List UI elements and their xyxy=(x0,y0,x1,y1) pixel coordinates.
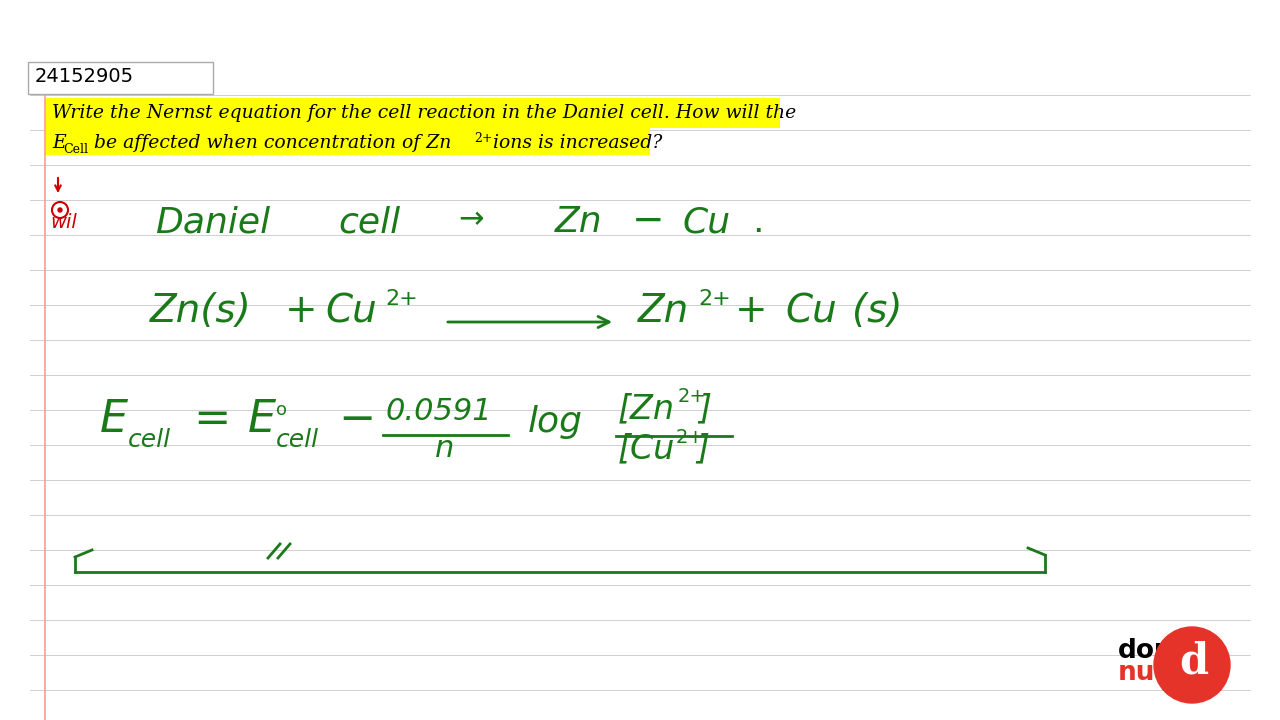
Text: cell: cell xyxy=(276,428,319,452)
Text: E: E xyxy=(248,398,276,441)
Text: be affected when concentration of Zn: be affected when concentration of Zn xyxy=(88,134,452,152)
FancyBboxPatch shape xyxy=(46,98,780,128)
Text: 0.0591: 0.0591 xyxy=(385,397,492,426)
Text: E: E xyxy=(100,398,128,441)
Text: →: → xyxy=(458,205,484,234)
Text: +: + xyxy=(735,292,768,330)
Circle shape xyxy=(1155,627,1230,703)
Text: Zn(s): Zn(s) xyxy=(150,292,252,330)
Text: E: E xyxy=(52,134,65,152)
FancyBboxPatch shape xyxy=(46,125,650,155)
Text: o: o xyxy=(276,401,287,419)
Text: [Cu: [Cu xyxy=(618,432,676,465)
Circle shape xyxy=(58,208,61,212)
Text: ions is increased?: ions is increased? xyxy=(486,134,662,152)
FancyBboxPatch shape xyxy=(28,62,212,94)
Text: (s): (s) xyxy=(852,292,902,330)
Text: 2+: 2+ xyxy=(698,289,731,309)
Text: Cu: Cu xyxy=(325,292,376,330)
Text: Cell: Cell xyxy=(63,143,88,156)
Text: 2+: 2+ xyxy=(474,132,493,145)
Text: 24152905: 24152905 xyxy=(35,67,134,86)
Text: d: d xyxy=(1179,640,1208,682)
Text: Write the Nernst equation for the cell reaction in the Daniel cell. How will the: Write the Nernst equation for the cell r… xyxy=(52,104,796,122)
Text: Zn: Zn xyxy=(556,205,603,239)
Text: .: . xyxy=(753,205,763,239)
Text: −: − xyxy=(338,398,375,441)
Text: [Zn: [Zn xyxy=(618,392,675,425)
Text: wil: wil xyxy=(50,213,77,232)
Text: Cu: Cu xyxy=(682,205,730,239)
Text: 2+: 2+ xyxy=(676,428,705,447)
Text: =: = xyxy=(193,398,230,441)
Text: Zn: Zn xyxy=(637,292,689,330)
Text: nut: nut xyxy=(1117,660,1169,686)
Text: cell: cell xyxy=(128,428,172,452)
Text: cell: cell xyxy=(338,205,401,239)
Text: log: log xyxy=(529,405,582,439)
Text: ]: ] xyxy=(698,392,710,425)
Text: ]: ] xyxy=(696,432,709,465)
Text: n: n xyxy=(435,434,454,463)
Text: doubt: doubt xyxy=(1117,638,1206,664)
Text: +: + xyxy=(285,292,317,330)
Text: 2+: 2+ xyxy=(678,387,707,406)
Text: Daniel: Daniel xyxy=(155,205,270,239)
Text: Cu: Cu xyxy=(785,292,837,330)
Text: −: − xyxy=(632,202,664,240)
Text: 2+: 2+ xyxy=(385,289,417,309)
